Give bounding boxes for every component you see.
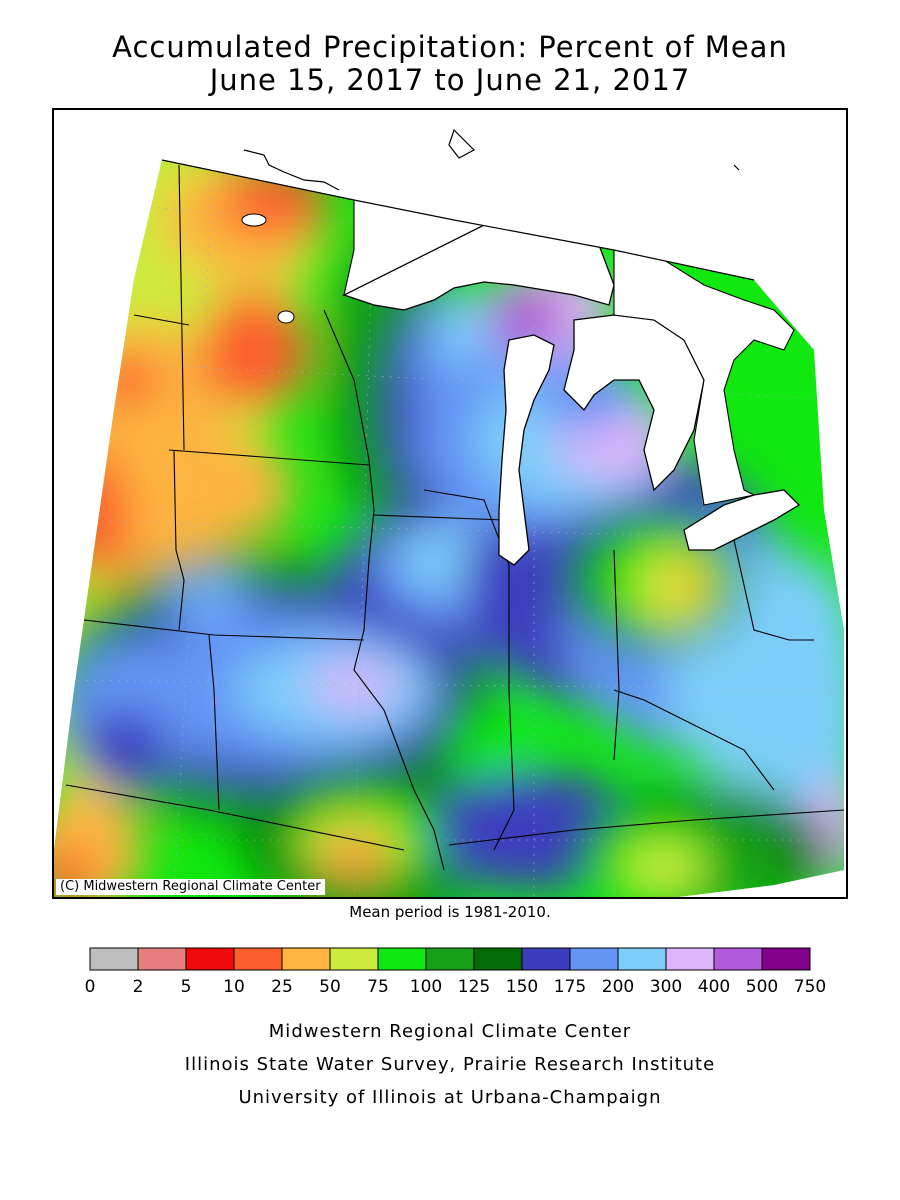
map-date-range: June 15, 2017 to June 21, 2017 <box>209 63 691 97</box>
legend-swatch-9 <box>521 947 571 971</box>
legend-swatch-11 <box>617 947 667 971</box>
precipitation-field <box>54 160 844 897</box>
legend-swatch-10 <box>569 947 619 971</box>
copyright-credit: (C) Midwestern Regional Climate Center <box>56 879 325 895</box>
legend-tick-label: 200 <box>602 977 634 997</box>
legend-swatch-8 <box>473 947 523 971</box>
legend-tick-label: 400 <box>698 977 730 997</box>
legend-tick-label: 2 <box>133 977 144 997</box>
map-frame: (C) Midwestern Regional Climate Center <box>52 108 848 899</box>
footer-university: University of Illinois at Urbana-Champai… <box>238 1087 662 1108</box>
lake-michigan <box>498 334 555 566</box>
legend-swatch-12 <box>665 947 715 971</box>
lake-erie <box>683 489 801 551</box>
legend-tick-label: 0 <box>85 977 96 997</box>
legend-swatch-3 <box>233 947 283 971</box>
legend-swatch-6 <box>377 947 427 971</box>
legend-tick-label: 300 <box>650 977 682 997</box>
legend-tick-label: 25 <box>271 977 293 997</box>
legend-swatch-14 <box>761 947 811 971</box>
legend-swatch-2 <box>185 947 235 971</box>
legend-tick-label: 125 <box>458 977 490 997</box>
legend-tick-label: 50 <box>319 977 341 997</box>
state-boundaries <box>65 164 844 871</box>
legend-tick-label: 10 <box>223 977 245 997</box>
precipitation-map <box>54 128 844 897</box>
legend-tick-label: 750 <box>794 977 826 997</box>
map-title: Accumulated Precipitation: Percent of Me… <box>112 30 788 64</box>
mean-period-note: Mean period is 1981-2010. <box>349 903 551 921</box>
footer-org: Midwestern Regional Climate Center <box>268 1021 632 1042</box>
color-scale-legend: 0 2 5 10 25 50 75 100 125 150 175 200 300 400 500 750 <box>85 947 826 997</box>
legend-swatch-1 <box>137 947 187 971</box>
legend-swatch-13 <box>713 947 763 971</box>
legend-tick-label: 150 <box>506 977 538 997</box>
footer-survey: Illinois State Water Survey, Prairie Res… <box>184 1054 716 1075</box>
legend-tick-label: 75 <box>367 977 389 997</box>
legend-swatch-0 <box>89 947 139 971</box>
legend-swatch-7 <box>425 947 475 971</box>
legend-swatch-5 <box>329 947 379 971</box>
legend-tick-label: 100 <box>410 977 442 997</box>
legend-swatch-4 <box>281 947 331 971</box>
legend-tick-label: 175 <box>554 977 586 997</box>
legend-tick-label: 500 <box>746 977 778 997</box>
legend-tick-label: 5 <box>181 977 192 997</box>
